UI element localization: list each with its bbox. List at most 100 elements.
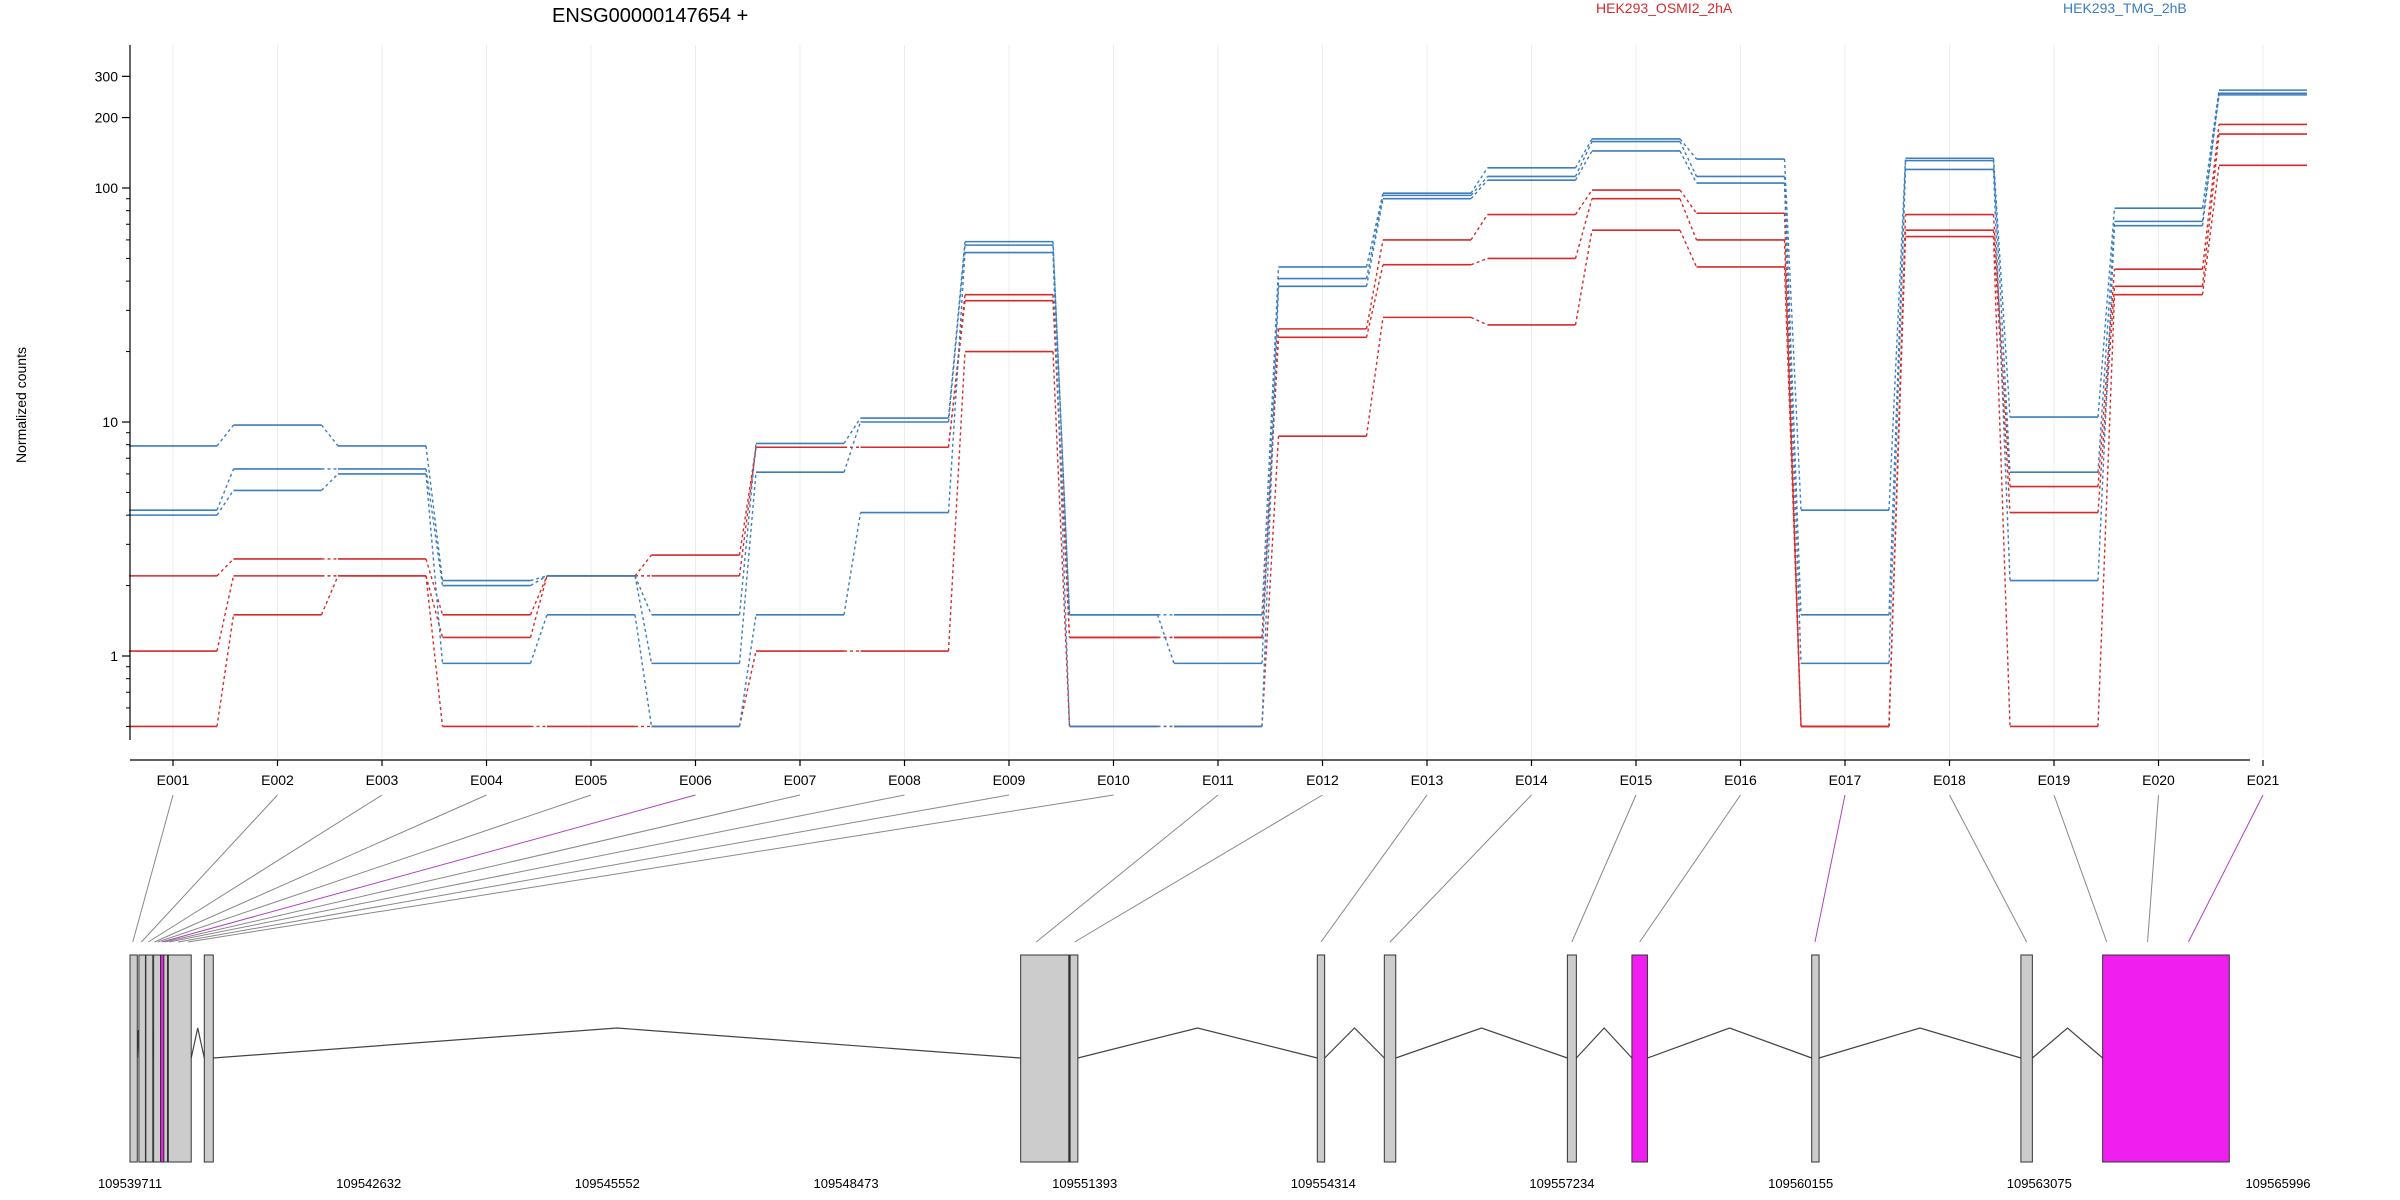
series-4-connector-16 <box>1783 158 1802 511</box>
series-6-connector-6 <box>738 614 757 727</box>
intron-3 <box>1077 1027 1318 1059</box>
series-4 <box>129 89 2307 616</box>
series-1-connector-13 <box>1470 214 1489 241</box>
series-4-connector-11 <box>1261 266 1280 615</box>
exon-17 <box>2020 954 2033 1163</box>
series-5-connector-7 <box>843 421 862 473</box>
exon-connector-E020 <box>2147 794 2159 943</box>
series-4-connector-2 <box>320 424 339 447</box>
grid-lines <box>172 45 2264 758</box>
series-5-connector-15 <box>1679 141 1698 177</box>
series-6-connector-18 <box>1992 169 2011 581</box>
exon-connector-E017 <box>1814 794 1846 943</box>
series-6 <box>129 94 2307 728</box>
series-4-connector-15 <box>1679 138 1698 160</box>
series-2-connector-18 <box>1992 230 2011 513</box>
y-tick-label-300: 300 <box>95 68 119 84</box>
series-1-connector-20 <box>2201 124 2220 270</box>
series-3-connector-2 <box>320 575 339 616</box>
exon-connector-E015 <box>1571 794 1637 943</box>
series-4-connector-9 <box>1052 241 1071 615</box>
exon-connector-E004 <box>154 794 487 943</box>
series-2-connector-14 <box>1574 198 1593 259</box>
exon-2 <box>138 954 146 1163</box>
series-6-connector-14 <box>1574 150 1593 181</box>
series-2-connector-9 <box>1052 300 1071 638</box>
genomic-coordinate-label-9: 109563075 <box>2007 1176 2072 1191</box>
series-5 <box>129 92 2307 665</box>
series-1-connector-9 <box>1052 294 1071 638</box>
series-2-connector-15 <box>1679 198 1698 241</box>
series-1-connector-5 <box>634 554 653 577</box>
series-3-connector-1 <box>216 614 235 727</box>
chart-title: ENSG00000147654 + <box>552 5 748 27</box>
x-tick-label-E019: E019 <box>2038 772 2071 788</box>
series-5-connector-5 <box>634 575 653 664</box>
genomic-coordinate-label-4: 109548473 <box>813 1176 878 1191</box>
series-6-connector-12 <box>1365 198 1384 287</box>
exon-connector-E007 <box>164 794 801 943</box>
series-2-connector-12 <box>1365 264 1384 338</box>
exon-connector-E013 <box>1320 794 1428 943</box>
series-3-connector-14 <box>1574 230 1593 326</box>
series-6-connector-7 <box>843 512 862 615</box>
x-tick-label-E006: E006 <box>679 772 712 788</box>
exon-connector-E006 <box>161 794 696 943</box>
series-6-connector-13 <box>1470 179 1489 200</box>
intron-9 <box>2031 1027 2104 1059</box>
series-2-connector-19 <box>2097 286 2116 513</box>
series-2-connector-6 <box>738 447 757 576</box>
exon-connector-E018 <box>1949 794 2028 943</box>
series-6-connector-9 <box>1052 252 1071 727</box>
exon-connector-E012 <box>1074 794 1323 943</box>
intron-1 <box>190 1027 205 1059</box>
exon-6 <box>163 954 169 1163</box>
series-4-connector-12 <box>1365 193 1384 268</box>
series-5-connector-14 <box>1574 141 1593 177</box>
series-2-connector-13 <box>1470 257 1488 266</box>
series-3-connector-18 <box>1992 236 2011 727</box>
exon-connector-E005 <box>157 794 592 943</box>
exon-connector-E008 <box>169 794 905 943</box>
genomic-coordinate-label-10: 109565996 <box>2245 1176 2310 1191</box>
x-tick-label-E021: E021 <box>2247 772 2280 788</box>
series-4-connector-13 <box>1470 167 1489 194</box>
x-tick-label-E001: E001 <box>157 772 190 788</box>
exon-connector-E019 <box>2053 794 2108 943</box>
series-4-connector-18 <box>1992 158 2011 418</box>
series-3-connector-16 <box>1783 266 1802 727</box>
axes: 1 10 100 200 300 E001 E002 E003 E004 E005 E006 E007… <box>95 45 2280 788</box>
x-tick-label-E018: E018 <box>1933 772 1966 788</box>
exon-connector-E014 <box>1389 794 1532 943</box>
series-1-connector-17 <box>1888 214 1907 727</box>
series-3-connector-15 <box>1679 229 1698 268</box>
series-2-connector-4 <box>529 575 548 638</box>
series-layer <box>129 89 2307 728</box>
exon-13 <box>1383 954 1397 1163</box>
exon-8 <box>203 954 214 1163</box>
x-tick-label-E007: E007 <box>784 772 817 788</box>
x-tick-label-E010: E010 <box>1097 772 1130 788</box>
series-2-connector-20 <box>2201 133 2220 287</box>
genomic-coordinate-label-1: 109539711 <box>98 1176 162 1191</box>
x-tick-label-E013: E013 <box>1411 772 1444 788</box>
intron-2 <box>213 1027 1021 1059</box>
x-tick-label-E020: E020 <box>2142 772 2175 788</box>
exon-16 <box>1811 954 1820 1163</box>
y-tick-label-10: 10 <box>102 414 118 430</box>
intron-4 <box>1324 1027 1385 1059</box>
exon-9 <box>1020 954 1070 1163</box>
series-1-connector-1 <box>216 558 235 577</box>
series-4-connector-19 <box>2097 208 2116 418</box>
series-4-connector-17 <box>1888 158 1907 511</box>
series-1-connector-14 <box>1574 189 1593 215</box>
series-6-connector-20 <box>2201 94 2220 226</box>
series-3-connector-8 <box>947 351 966 652</box>
series-2-connector-3 <box>425 575 444 638</box>
genomic-coordinate-label-3: 109545552 <box>575 1176 640 1191</box>
highlighted-exon-18 <box>2102 954 2230 1163</box>
series-6-connector-15 <box>1679 150 1698 184</box>
y-axis-label: Normalized counts <box>13 347 29 463</box>
x-tick-label-E005: E005 <box>575 772 608 788</box>
